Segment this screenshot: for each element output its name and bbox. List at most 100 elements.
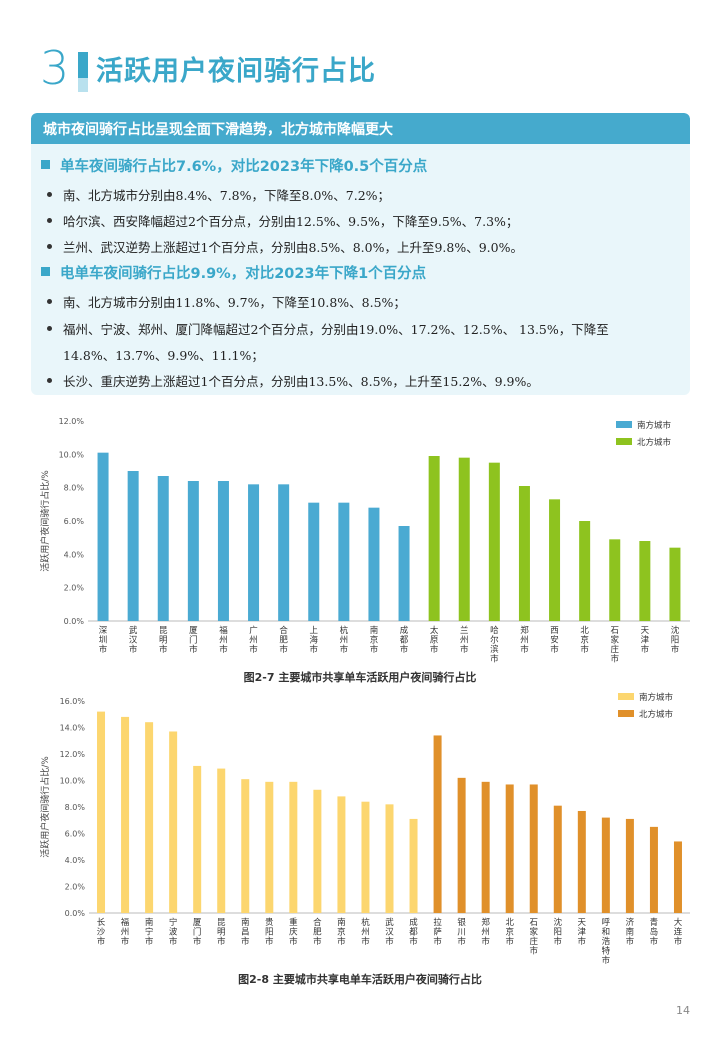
y-tick-label: 12.0%	[59, 417, 85, 426]
bar	[553, 805, 562, 913]
bar	[505, 784, 514, 913]
x-tick-label: 北京市	[505, 918, 514, 947]
x-tick-label: 南昌市	[241, 917, 250, 947]
bar	[673, 841, 682, 913]
legend-swatch	[616, 421, 632, 428]
bar	[488, 462, 500, 621]
x-tick-label: 大连市	[674, 917, 683, 947]
x-tick-label: 宁波市	[169, 917, 178, 947]
bullet-dot-icon	[47, 244, 52, 249]
bar	[649, 826, 658, 913]
bike-chart: 0.0% 2.0% 4.0% 6.0% 8.0% 10.0% 12.0% 活跃用户夜间骑行占比…	[0, 405, 720, 685]
bar	[518, 486, 530, 621]
x-tick-label: 厦门市	[193, 918, 202, 947]
bar	[308, 502, 320, 621]
y-tick-label: 6.0%	[64, 517, 85, 526]
bar	[127, 471, 139, 621]
y-tick-label: 16.0%	[60, 697, 86, 706]
y-tick-label: 12.0%	[60, 750, 86, 759]
x-tick-label: 太原市	[430, 625, 439, 655]
bar	[669, 547, 681, 621]
ebike-bullet-2-cont: 14.8%、13.7%、9.9%、11.1%；	[63, 348, 264, 363]
bar	[577, 810, 586, 913]
bar	[97, 452, 109, 621]
bike-chart-svg: 0.0% 2.0% 4.0% 6.0% 8.0% 10.0% 12.0% 活跃用户夜间骑行占比…	[39, 417, 690, 665]
bar	[278, 484, 290, 621]
ebike-bullet-2: 福州、宁波、郑州、厦门降幅超过2个百分点，分别由19.0%、17.2%、12.5…	[47, 319, 609, 338]
x-tick-label: 沈阳市	[554, 917, 563, 947]
x-tick-label: 杭州市	[340, 625, 349, 655]
bar	[169, 731, 178, 913]
y-axis-label: 活跃用户夜间骑行占比/%	[39, 756, 51, 858]
section-title: 活跃用户夜间骑行占比	[96, 56, 376, 87]
bar	[187, 481, 199, 621]
y-tick-label: 4.0%	[65, 856, 86, 865]
x-tick-label: 沈阳市	[671, 625, 680, 655]
x-tick-label: 石家庄市	[529, 918, 538, 957]
legend-swatch	[618, 693, 634, 700]
ebike-bullet-text: 长沙、重庆逆势上涨超过1个百分点，分别由13.5%、8.5%，上升至15.2%、…	[63, 374, 539, 389]
x-tick-label: 广州市	[249, 625, 258, 655]
square-bullet-icon	[41, 267, 50, 276]
x-tick-label: 呼和浩特市	[602, 917, 611, 966]
bar	[639, 541, 651, 621]
bike-bullet-1: 南、北方城市分别由8.4%、7.8%，下降至8.0%、7.2%；	[47, 185, 390, 204]
x-tick-label: 福州市	[121, 917, 130, 947]
x-tick-label: 福州市	[219, 625, 228, 655]
bar	[428, 456, 440, 621]
x-tick-label: 哈尔滨市	[490, 625, 499, 665]
bike-bullet-text: 哈尔滨、西安降幅超过2个百分点，分别由12.5%、9.5%，下降至9.5%、7.…	[63, 214, 519, 229]
x-tick-label: 成都市	[400, 625, 409, 655]
x-tick-label: 武汉市	[129, 625, 138, 655]
summary-headline-bar: 城市夜间骑行占比呈现全面下滑趋势，北方城市降幅更大	[31, 113, 690, 144]
bullet-dot-icon	[47, 192, 52, 197]
bar	[433, 735, 442, 913]
x-tick-label: 济南市	[626, 917, 635, 947]
x-tick-label: 合肥市	[279, 625, 288, 655]
y-tick-label: 2.0%	[64, 584, 85, 593]
legend-label: 南方城市	[637, 420, 672, 431]
bullet-dot-icon	[47, 299, 52, 304]
bike-subheading-text: 单车夜间骑行占比7.6%，对比2023年下降0.5个百分点	[60, 159, 428, 175]
bar	[625, 818, 634, 913]
bar	[157, 476, 169, 621]
x-tick-label: 天津市	[578, 918, 587, 947]
bike-bullet-2: 哈尔滨、西安降幅超过2个百分点，分别由12.5%、9.5%，下降至9.5%、7.…	[47, 211, 518, 230]
bike-bullet-text: 南、北方城市分别由8.4%、7.8%，下降至8.0%、7.2%；	[63, 188, 391, 203]
ebike-chart: 0.0% 2.0% 4.0% 6.0% 8.0% 10.0% 12.0% 14.0% 16.0%…	[0, 686, 720, 986]
x-tick-label: 深圳市	[99, 626, 108, 655]
bike-chart-caption: 图2-7 主要城市共享单车活跃用户夜间骑行占比	[243, 671, 477, 684]
bar	[481, 781, 490, 913]
bar	[248, 484, 260, 621]
bar	[385, 804, 394, 913]
bar	[145, 722, 154, 913]
y-tick-label: 14.0%	[60, 724, 86, 733]
bike-subheading: 单车夜间骑行占比7.6%，对比2023年下降0.5个百分点	[41, 155, 427, 176]
y-tick-label: 8.0%	[64, 484, 85, 493]
y-tick-label: 6.0%	[65, 830, 86, 839]
ebike-bullet-3: 长沙、重庆逆势上涨超过1个百分点，分别由13.5%、8.5%，上升至15.2%、…	[47, 371, 539, 390]
section-number: 3	[40, 41, 70, 95]
x-tick-label: 成都市	[409, 917, 418, 947]
x-tick-label: 西安市	[550, 626, 559, 655]
y-tick-label: 2.0%	[65, 883, 86, 892]
bar	[289, 781, 298, 913]
ebike-chart-svg: 0.0% 2.0% 4.0% 6.0% 8.0% 10.0% 12.0% 14.0% 16.0%…	[39, 692, 690, 966]
bar	[457, 777, 466, 913]
bar	[458, 457, 470, 621]
bar	[609, 539, 621, 621]
ebike-chart-caption: 图2-8 主要城市共享电单车活跃用户夜间骑行占比	[238, 973, 482, 986]
bullet-dot-icon	[47, 326, 52, 331]
x-tick-label: 昆明市	[159, 626, 168, 655]
x-tick-label: 拉萨市	[433, 917, 442, 947]
bar	[398, 526, 410, 621]
x-tick-label: 石家庄市	[610, 626, 619, 665]
bar	[265, 781, 274, 913]
bar	[313, 789, 322, 913]
section-heading: 3 活跃用户夜间骑行占比	[40, 44, 680, 94]
ebike-bullet-text: 福州、宁波、郑州、厦门降幅超过2个百分点，分别由19.0%、17.2%、12.5…	[63, 322, 609, 337]
bar	[241, 779, 250, 913]
bar	[529, 784, 538, 913]
legend-swatch	[616, 438, 632, 445]
x-tick-label: 厦门市	[189, 626, 198, 655]
